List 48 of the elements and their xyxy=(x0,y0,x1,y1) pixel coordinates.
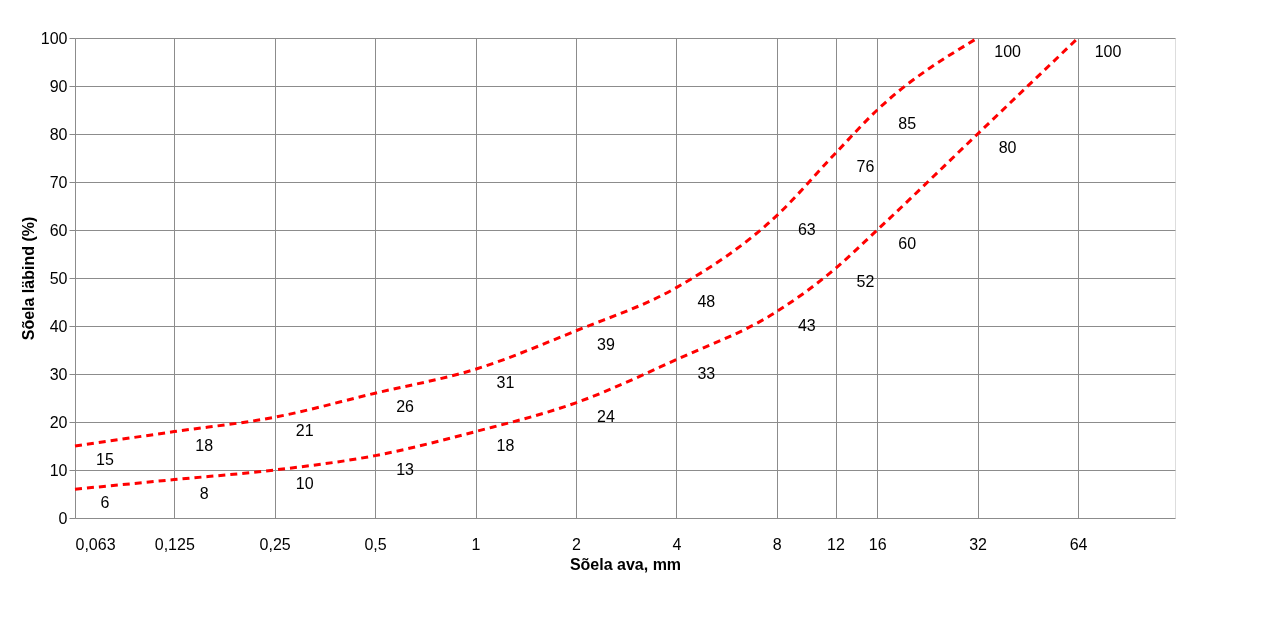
y-tick-label: 0 xyxy=(58,509,68,527)
x-tick-label: 32 xyxy=(969,535,988,553)
data-label: 8 xyxy=(199,484,209,502)
data-label: 13 xyxy=(396,460,415,478)
y-tick-label: 50 xyxy=(49,269,68,287)
y-tick-label: 70 xyxy=(49,173,68,191)
data-label: 60 xyxy=(898,235,917,252)
y-axis-title: Sõela läbind (%) xyxy=(19,216,37,341)
x-tick-label: 0,063 xyxy=(75,535,116,553)
x-tick-label: 0,125 xyxy=(154,535,195,553)
data-label: 43 xyxy=(797,316,816,334)
y-tick-label: 80 xyxy=(49,125,68,143)
data-label: 26 xyxy=(396,398,415,416)
x-axis-title: Sõela ava, mm xyxy=(569,555,682,573)
data-label: 80 xyxy=(998,139,1017,156)
x-tick-label: 4 xyxy=(672,535,682,553)
x-tick-label: 8 xyxy=(772,535,782,553)
data-label: 15 xyxy=(96,451,114,468)
y-tick-label: 40 xyxy=(49,317,68,335)
y-tick-label: 30 xyxy=(49,365,68,383)
x-tick-label: 1 xyxy=(471,535,481,553)
y-tick-label: 100 xyxy=(40,29,68,47)
data-label: 39 xyxy=(597,335,615,353)
data-label: 33 xyxy=(697,364,716,382)
data-label: 85 xyxy=(898,115,917,132)
x-tick-label: 12 xyxy=(827,535,846,553)
x-tick-label: 64 xyxy=(1069,535,1088,553)
data-label: 18 xyxy=(195,436,214,454)
data-label: 21 xyxy=(295,422,314,440)
data-label: 48 xyxy=(697,292,716,310)
data-label: 100 xyxy=(994,43,1022,60)
data-label: 31 xyxy=(496,374,515,392)
data-label: 100 xyxy=(1094,43,1122,60)
data-label: 18 xyxy=(496,436,515,454)
data-label: 6 xyxy=(100,494,110,512)
data-label: 76 xyxy=(856,158,875,176)
data-label: 24 xyxy=(597,407,615,425)
y-tick-label: 20 xyxy=(49,413,68,431)
x-tick-label: 16 xyxy=(868,535,887,553)
data-label: 63 xyxy=(797,220,816,238)
x-tick-label: 0,25 xyxy=(259,535,291,553)
data-label: 10 xyxy=(295,475,314,492)
y-tick-label: 10 xyxy=(49,461,68,479)
x-tick-label: 0,5 xyxy=(364,535,387,553)
x-tick-label: 2 xyxy=(571,535,581,553)
y-tick-label: 60 xyxy=(49,221,68,239)
data-label: 52 xyxy=(856,273,875,291)
y-tick-label: 90 xyxy=(49,77,68,95)
